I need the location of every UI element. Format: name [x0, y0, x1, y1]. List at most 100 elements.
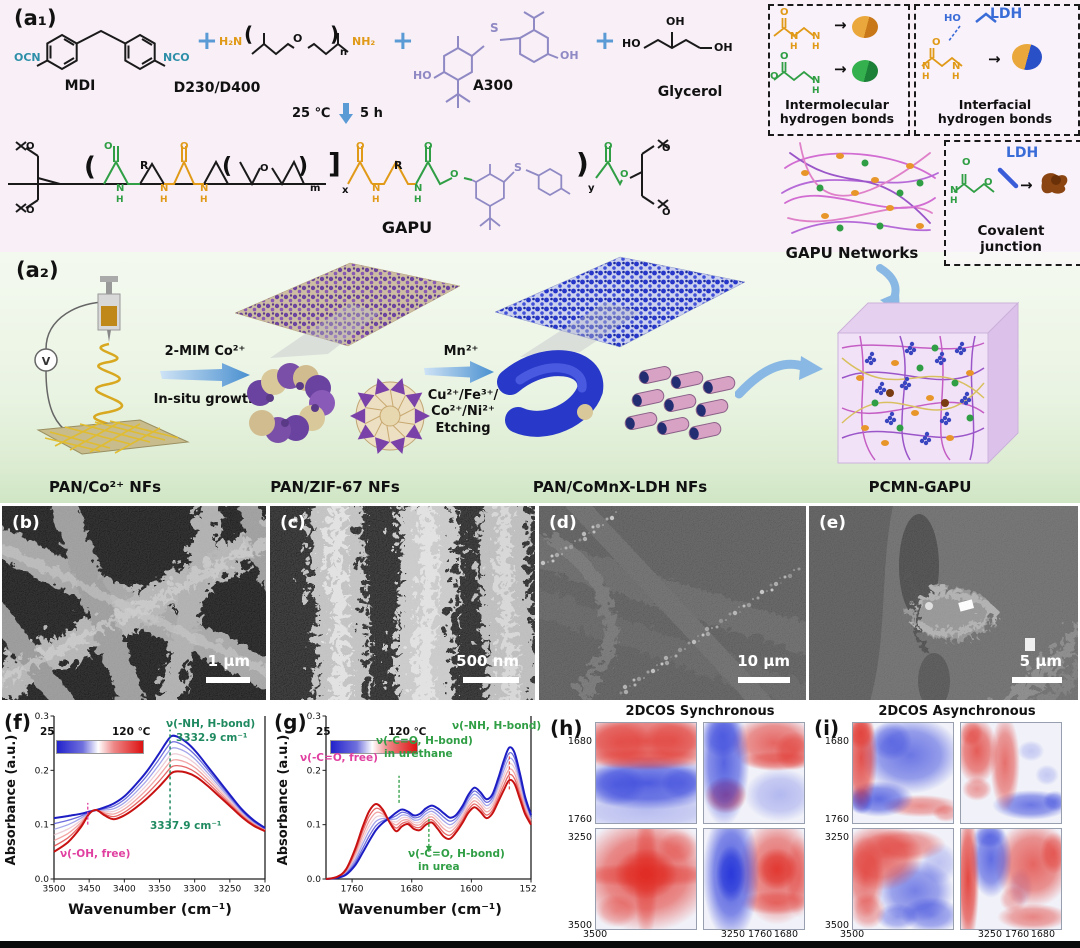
f-annotation-oh: ν(-OH, free): [60, 848, 131, 860]
atom-label: O: [984, 177, 993, 188]
atom-label: O: [932, 37, 941, 48]
g-annotation-ur2a: ν(-C=O, H-bond): [408, 848, 505, 860]
g-colorbar: [330, 740, 418, 754]
ldh-illustration: [494, 256, 746, 441]
atom-label: m: [310, 183, 321, 194]
i-quadrant-br: [960, 828, 1062, 930]
i-title: 2DCOS Asynchronous: [878, 704, 1036, 719]
atom-label: O: [604, 141, 613, 152]
atom-label: N: [922, 61, 931, 72]
atom-label: →: [834, 16, 847, 34]
h-quadrant-tr: [703, 722, 805, 824]
svg-text:3400: 3400: [113, 885, 136, 895]
sem-e-scale-text: 5 μm: [1019, 652, 1062, 670]
g-annotation-ur2b: in urea: [418, 861, 460, 873]
svg-text:0.3: 0.3: [307, 712, 321, 722]
g-annotation-nh: ν(-NH, H-bond): [452, 720, 542, 732]
i-xtick-1680: 1680: [1030, 929, 1055, 940]
sem-d-label: (d): [549, 513, 577, 533]
sem-d-scale-bar: [738, 677, 790, 683]
f-xlabel: Wavenumber (cm⁻¹): [68, 902, 232, 918]
h-xtick-1760: 1760: [748, 929, 773, 940]
gapu-networks-label: GAPU Networks: [785, 244, 919, 262]
sem-c-texture: [270, 506, 535, 700]
svg-text:0.0: 0.0: [35, 875, 50, 885]
d230-structure: [251, 33, 349, 56]
interfacial-bonds: [921, 12, 997, 68]
atom-label: ): [298, 154, 309, 179]
atom-label: H: [812, 42, 820, 52]
g-annotation-ur1b: in urethane: [384, 748, 453, 760]
process-arrow-3: [735, 356, 823, 399]
atom-label: O: [26, 141, 35, 152]
atom-label: N: [812, 75, 821, 86]
h-ytick-1680: 1680: [567, 736, 592, 747]
atom-label: (: [84, 152, 96, 182]
atom-label: O: [26, 205, 35, 216]
atom-label: O: [962, 157, 971, 168]
glycerol-structure: [643, 32, 712, 50]
atom-label: N: [950, 185, 959, 196]
atom-label: NH₂: [352, 35, 376, 48]
atom-label: N: [116, 183, 125, 194]
g-annotation-cofree: ν(-C=O, free): [300, 752, 378, 764]
f-colorbar-max: 120 ℃: [112, 726, 151, 738]
atom-label: y: [588, 183, 595, 194]
atom-label: H₂N: [219, 35, 243, 48]
svg-text:0.3: 0.3: [35, 712, 49, 722]
panel-h-label: (h): [550, 716, 583, 740]
panel-a1-background: [0, 0, 1080, 252]
atom-label: n: [340, 47, 348, 58]
panel-i-label: (i): [814, 716, 840, 740]
atom-label: N: [414, 183, 423, 194]
i-xtick-1760: 1760: [1005, 929, 1030, 940]
gapu-polymer-structure: [8, 139, 669, 230]
atom-label: H: [790, 42, 798, 52]
h-quadrant-tl: [595, 722, 697, 824]
atom-label: S: [514, 161, 522, 174]
atom-label: NCO: [163, 51, 190, 64]
svg-text:1600: 1600: [460, 885, 483, 895]
covalent-junction-blob: [1041, 173, 1068, 194]
panel-a2-label: (a₂): [16, 258, 59, 282]
i-xtick-3500: 3500: [840, 929, 865, 940]
atom-label: O: [620, 169, 629, 180]
atom-label: H: [116, 195, 124, 205]
h-quadrant-bl: [595, 828, 697, 930]
atom-label: →: [988, 50, 1001, 68]
atom-label: O: [450, 169, 459, 180]
svg-text:0.1: 0.1: [307, 821, 321, 831]
atom-label: OCN: [14, 51, 41, 64]
h-ytick-3250: 3250: [567, 832, 592, 843]
sem-b-label: (b): [12, 513, 40, 533]
atom-label: H: [372, 195, 380, 205]
panel-g-label: (g): [274, 710, 307, 734]
atom-label: (: [222, 154, 233, 179]
atom-label: LDH: [990, 6, 1023, 22]
atom-label: O: [180, 141, 189, 152]
atom-label: N: [812, 31, 821, 42]
atom-label: S: [490, 21, 499, 35]
svg-text:3350: 3350: [148, 885, 171, 895]
interfacial-caption-2: hydrogen bonds: [937, 111, 1053, 126]
atom-label: +: [196, 26, 218, 56]
atom-label: O: [780, 51, 789, 62]
sem-d-scale-text: 10 μm: [737, 652, 790, 670]
sem-panel-e: (e) 5 μm: [809, 506, 1078, 700]
atom-label: H: [200, 195, 208, 205]
g-annotation-ur1a: ν(-C=O, H-bond): [376, 735, 473, 747]
atom-label: OH: [560, 49, 579, 62]
covalent-bonds: [953, 167, 1019, 194]
process-arrow-1: [160, 363, 250, 387]
h-title: 2DCOS Synchronous: [625, 704, 775, 719]
svg-text:3500: 3500: [43, 885, 66, 895]
g-colorbar-max: 120 ℃: [388, 726, 427, 738]
atom-label: O: [356, 141, 365, 152]
atom-label: HO: [622, 37, 641, 50]
i-ytick-3250: 3250: [824, 832, 849, 843]
atom-label: O: [260, 163, 269, 174]
atom-label: H: [922, 72, 930, 82]
arrow1-text-top: 2-MIM Co²⁺: [164, 344, 246, 359]
